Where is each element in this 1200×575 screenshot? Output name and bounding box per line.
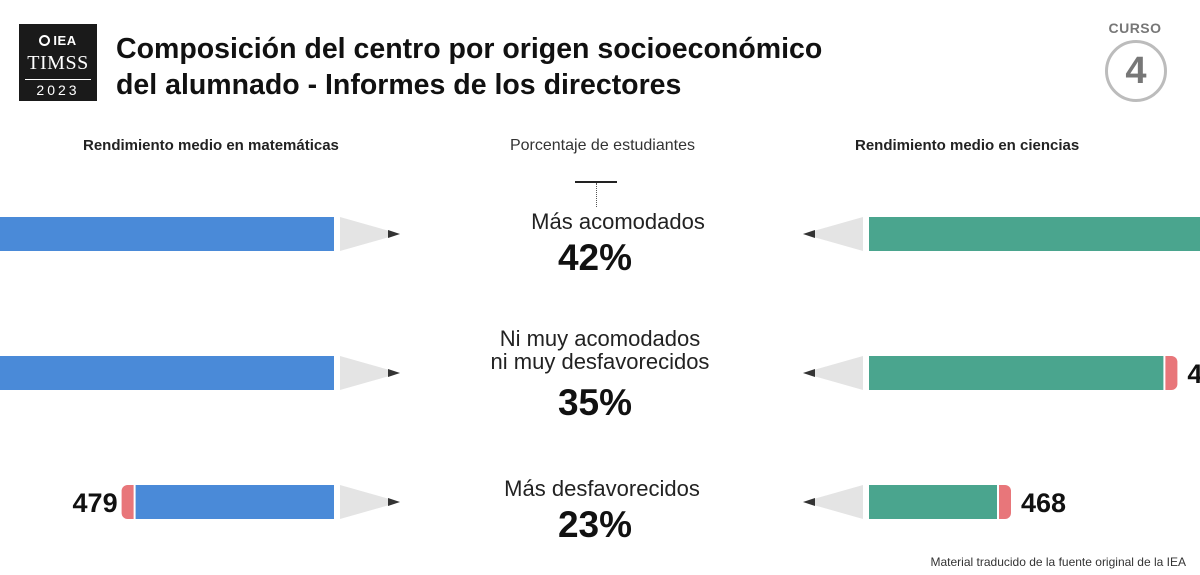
timss-logo: IEA TIMSS 2023 (19, 24, 97, 101)
science-series-header: Rendimiento medio en ciencias (855, 137, 1080, 154)
pencil-tip-math-0 (340, 217, 400, 251)
category-label-0-line-0: Más acomodados (531, 209, 705, 234)
pencil-tip-science-0 (803, 217, 863, 251)
iea-text: IEA (53, 33, 77, 48)
category-label-1: Ni muy acomodados ni muy desfavorecidos (430, 327, 770, 373)
pencil-body-math-2 (135, 485, 334, 519)
pencil-body-math-0 (0, 217, 334, 251)
logo-year: 2023 (36, 82, 80, 98)
grade-label: CURSO (1108, 20, 1162, 36)
pencil-lead-science-2 (803, 498, 815, 506)
pencil-eraser-math-2 (121, 485, 134, 519)
value-label-math-2: 479 (73, 488, 118, 518)
globe-icon (39, 35, 51, 46)
pencil-tip-science-1 (803, 356, 863, 390)
pencil-body-science-2 (869, 485, 997, 519)
iea-brand: IEA (19, 33, 97, 48)
value-label-science-2: 468 (1021, 488, 1066, 518)
pencil-body-science-1 (869, 356, 1164, 390)
pencil-tip-science-2 (803, 485, 863, 519)
pencil-lead-math-0 (388, 230, 400, 238)
pencil-eraser-science-1 (1165, 356, 1178, 390)
math-series-header: Rendimiento medio en matemáticas (83, 137, 339, 154)
category-label-1-line-1: ni muy desfavorecidos (490, 349, 710, 374)
category-label-2-line-0: Más desfavorecidos (504, 476, 700, 501)
timss-text: TIMSS (27, 52, 89, 74)
category-percent-0: 42% (557, 237, 633, 278)
category-label-2: Más desfavorecidos (432, 477, 772, 500)
category-percent-2: 23% (557, 504, 633, 545)
percent-header-connector (596, 183, 597, 207)
percent-header: Porcentaje de estudiantes (509, 137, 695, 154)
title-line-1: Composición del centro por origen socioe… (116, 33, 823, 65)
pencil-body-science-0 (869, 217, 1200, 251)
pencil-tip-math-2 (340, 485, 400, 519)
category-label-1-line-0: Ni muy acomodados (499, 326, 701, 351)
category-percent-1: 35% (557, 382, 633, 423)
pencil-tip-math-1 (340, 356, 400, 390)
pencil-body-math-1 (0, 356, 335, 390)
pencil-lead-science-1 (803, 369, 815, 377)
source-note: Material traducido de la fuente original… (930, 555, 1187, 569)
percent-header-rule (575, 181, 617, 183)
logo-divider (25, 79, 91, 80)
category-label-0: Más acomodados (448, 210, 788, 233)
pencil-lead-science-0 (803, 230, 815, 238)
page-title: Composición del centro por origen socioe… (116, 31, 1016, 103)
pencil-lead-math-2 (388, 498, 400, 506)
title-line-2: del alumnado - Informes de los directore… (116, 69, 682, 101)
grade-badge: 4 (1105, 40, 1167, 102)
value-label-science-1: 494 (1187, 359, 1200, 389)
pencil-eraser-science-2 (999, 485, 1011, 519)
pencil-lead-math-1 (388, 369, 400, 377)
